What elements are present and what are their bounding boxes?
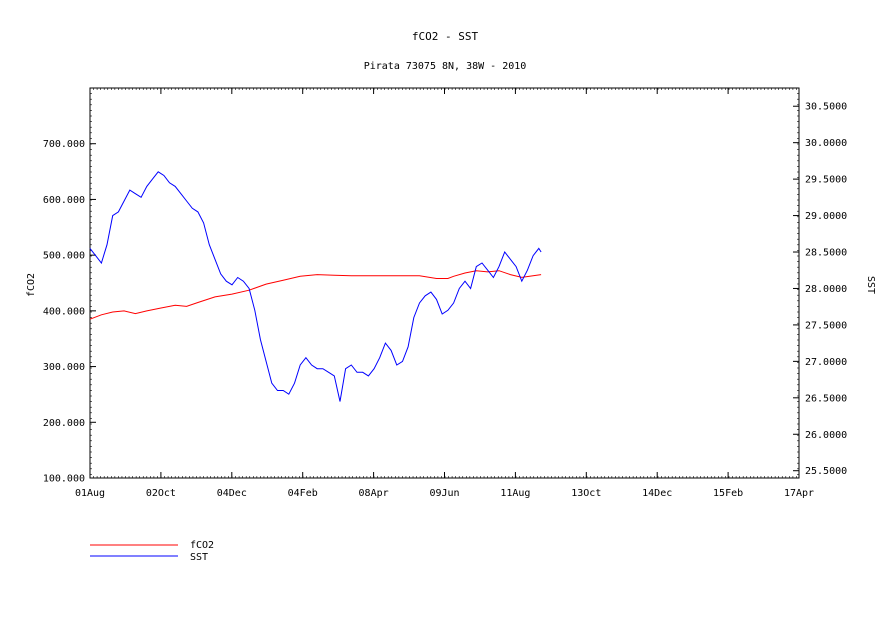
y-right-ticks: 25.5000 26.0000 26.5000 27.0000 27.5000 28.00… — [793, 102, 847, 477]
y-right-tick-label: 27.5000 — [805, 320, 847, 331]
y-right-tick-label: 30.0000 — [805, 138, 847, 149]
legend-label-sst: SST — [190, 552, 208, 563]
series-line-sst — [89, 171, 542, 402]
x-tick-label: 09Jun — [429, 488, 459, 499]
series-line-fco2 — [89, 270, 542, 320]
y-right-tick-label: 29.5000 — [805, 175, 847, 186]
legend-label-fco2: fCO2 — [190, 540, 214, 551]
chart-title: fCO2 - SST — [412, 30, 479, 43]
y-right-tick-label: 28.0000 — [805, 284, 847, 295]
y-left-tick-label: 700.000 — [43, 139, 85, 150]
y-right-tick-label: 27.0000 — [805, 357, 847, 368]
y-left-tick-label: 100.000 — [43, 474, 85, 485]
legend: fCO2 SST — [90, 540, 214, 563]
y-left-tick-label: 600.000 — [43, 195, 85, 206]
x-tick-label: 08Apr — [359, 488, 389, 499]
series-layer — [89, 171, 542, 402]
y-left-tick-label: 400.000 — [43, 306, 85, 317]
x-tick-label: 13Oct — [571, 488, 601, 499]
y-left-tick-label: 200.000 — [43, 418, 85, 429]
y-right-tick-label: 26.5000 — [805, 393, 847, 404]
minor-ticks — [89, 87, 799, 478]
x-tick-label: 02Oct — [146, 488, 176, 499]
y-left-tick-label: 300.000 — [43, 362, 85, 373]
y-left-ticks: 100.000 200.000 300.000 400.000 500.000 600.0… — [43, 139, 96, 485]
y-right-tick-label: 25.5000 — [805, 466, 847, 477]
x-ticks: 01Aug 02Oct 04Dec 04Feb 08Apr 09Jun 11Aug 13Oct… — [75, 88, 814, 499]
x-tick-label: 01Aug — [75, 488, 105, 499]
x-tick-label: 11Aug — [500, 488, 530, 499]
plot-frame — [89, 87, 800, 479]
x-tick-label: 04Feb — [288, 488, 318, 499]
x-tick-label: 17Apr — [784, 488, 814, 499]
x-tick-label: 04Dec — [217, 488, 247, 499]
y-right-tick-label: 30.5000 — [805, 102, 847, 113]
y-right-tick-label: 28.5000 — [805, 248, 847, 259]
x-tick-label: 14Dec — [642, 488, 672, 499]
chart-subtitle: Pirata 73075 8N, 38W - 2010 — [364, 61, 527, 72]
y-left-axis-label: fCO2 — [26, 273, 37, 297]
y-right-tick-label: 29.0000 — [805, 211, 847, 222]
y-left-tick-label: 500.000 — [43, 251, 85, 262]
y-right-tick-label: 26.0000 — [805, 430, 847, 441]
y-right-axis-label: SST — [865, 276, 876, 294]
x-tick-label: 15Feb — [713, 488, 743, 499]
